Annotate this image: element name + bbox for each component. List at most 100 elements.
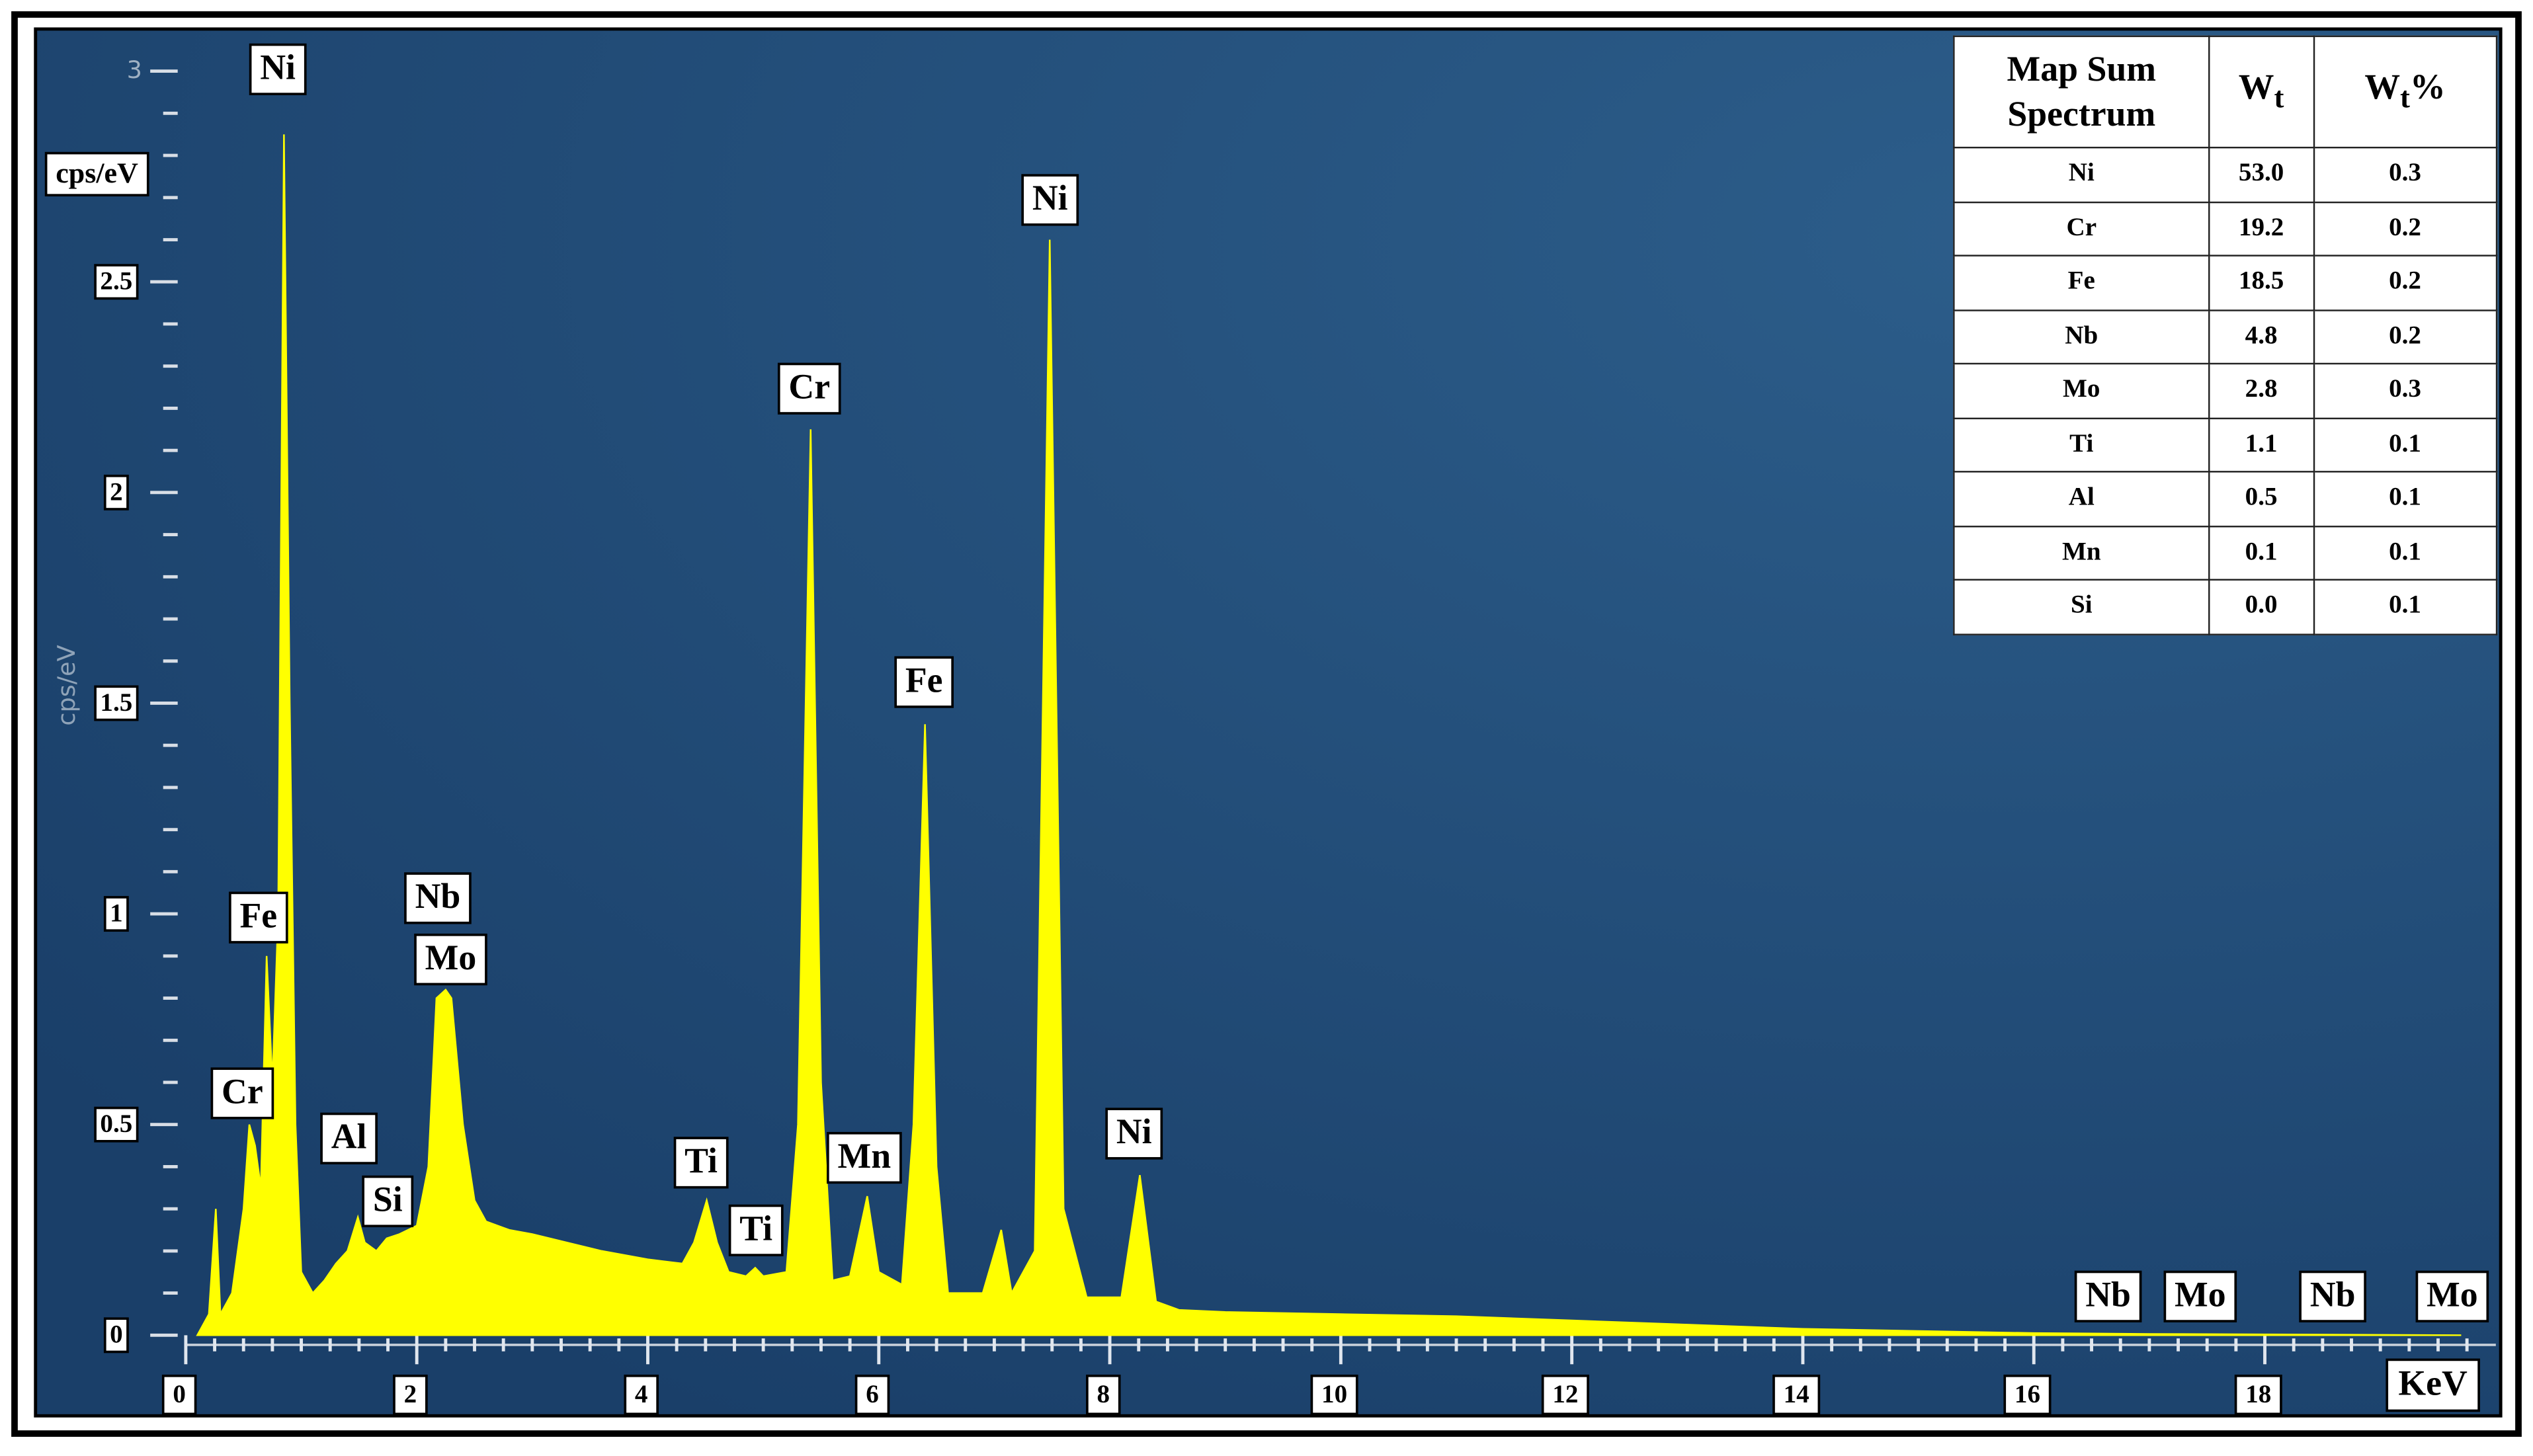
peak-label: Mo [2415,1270,2489,1322]
x-tick-label: 16 [2003,1374,2052,1416]
y-axis-label-boxed-box [44,151,149,197]
peak-label: Al [320,1112,378,1164]
y-axis-label: cps/eV [52,645,81,725]
peak-label: Ni [1105,1108,1163,1160]
header-text: W [2238,65,2274,106]
peak-label-box [404,872,472,924]
table-cell: Nb [1953,309,2210,365]
y-tick-label-text: 2 [110,477,123,506]
table-cell: Ti [1953,417,2210,473]
header-cell: Wt [2208,35,2315,149]
x-tick-label-text: 8 [1097,1380,1110,1408]
x-tick-label: 4 [624,1374,659,1416]
peak-label: Cr [777,362,841,415]
table-cell: Cr [1953,200,2210,257]
table-row: Ni 53.0 0.3 [1953,146,2498,203]
table-cell: Fe [1953,255,2210,311]
peak-label-text: Nb [2310,1275,2356,1314]
y-tick-label-box [94,264,139,300]
peak-label-box [673,1137,729,1189]
peak-label: Mn [827,1131,902,1184]
table-cell: 1.1 [2208,417,2315,473]
x-tick-label-box [624,1374,659,1416]
header-sub: t [2274,81,2284,114]
table-cell: 0.5 [2208,471,2315,527]
table-cell: 0.3 [2312,146,2498,203]
y-tick-label-text: 1 [110,899,123,928]
peak-label: Mo [2163,1270,2237,1322]
table-row: Ti 1.1 0.1 [1953,417,2498,473]
peak-label-text: Mn [837,1136,891,1176]
header-cell: Map Sum Spectrum [1953,35,2210,149]
table-cell: 0.2 [2312,309,2498,365]
x-tick-label-text: 12 [1552,1380,1578,1408]
x-axis-label: KeV [2386,1358,2480,1412]
x-tick-label: 10 [1310,1374,1358,1416]
table-cell: Ni [1953,146,2210,203]
x-tick-label-text: 18 [2245,1380,2271,1408]
x-tick-label-text: 2 [404,1380,417,1408]
peak-label: Nb [2299,1270,2366,1322]
peak-label: Si [362,1175,414,1228]
peak-label-box [210,1067,274,1119]
x-tick-label: 2 [393,1374,428,1416]
peak-label-text: Si [373,1180,403,1219]
peak-label-box [1021,174,1079,226]
x-tick-label: 14 [1772,1374,1821,1416]
peak-label-box [728,1204,784,1256]
table-cell: 0.1 [2312,524,2498,581]
x-tick-label-box [2003,1374,2052,1416]
header-suffix: % [2409,65,2446,106]
peak-label-text: Ni [1116,1112,1152,1151]
x-tick-label-box [1541,1374,1589,1416]
peak-label-text: Mo [425,938,477,977]
table-cell: 0.3 [2312,362,2498,419]
peak-label-text: Ti [685,1141,718,1180]
peak-label-text: Nb [2085,1275,2131,1314]
peak-label-text: Fe [239,895,277,935]
table-cell: 0.0 [2208,579,2315,635]
peak-label: Fe [228,891,288,944]
y-axis-label-boxed-text: cps/eV [56,157,138,189]
peak-label-box [249,43,307,95]
table-row: Fe 18.5 0.2 [1953,255,2498,311]
header-text: W [2364,65,2401,106]
peak-label-box [827,1131,902,1184]
peak-label-text: Al [331,1117,367,1156]
x-tick-label-box [393,1374,428,1416]
x-tick-label-box [161,1374,197,1416]
x-tick-label: 8 [1086,1374,1121,1416]
peak-label: Ni [1021,174,1079,226]
table-header: Map Sum Spectrum Wt Wt% [1953,35,2498,149]
table-cell: Al [1953,471,2210,527]
peak-label-box [228,891,288,944]
x-tick-label-text: 14 [1784,1380,1809,1408]
table-row: Mn 0.1 0.1 [1953,524,2498,581]
peak-label-text: Ti [739,1209,772,1248]
y-tick-label: 1 [103,896,129,932]
y-tick-label: 1.5 [94,685,139,721]
x-tick-label-text: 0 [173,1380,186,1408]
x-tick-label: 0 [161,1374,197,1416]
x-tick-label-box [2234,1374,2282,1416]
peak-label-text: Fe [905,660,943,700]
peak-label-box [2299,1270,2366,1322]
table-cell: Mo [1953,362,2210,419]
x-tick-label-box [854,1374,890,1416]
y-tick-label: 3 [127,56,142,84]
peak-label-text: Cr [222,1071,263,1111]
peak-label: Fe [894,656,954,708]
peak-label-box [320,1112,378,1164]
peak-label-text: Ni [260,48,296,87]
header-sub: t [2400,81,2410,114]
peak-label-box [362,1175,414,1228]
table-row: Nb 4.8 0.2 [1953,309,2498,365]
peak-label-box [414,933,487,986]
table-cell: 4.8 [2208,309,2315,365]
table-row: Mo 2.8 0.3 [1953,362,2498,419]
peak-label-box [2163,1270,2237,1322]
peak-label: Nb [404,872,472,924]
table-cell: 19.2 [2208,200,2315,257]
table-cell: Si [1953,579,2210,635]
